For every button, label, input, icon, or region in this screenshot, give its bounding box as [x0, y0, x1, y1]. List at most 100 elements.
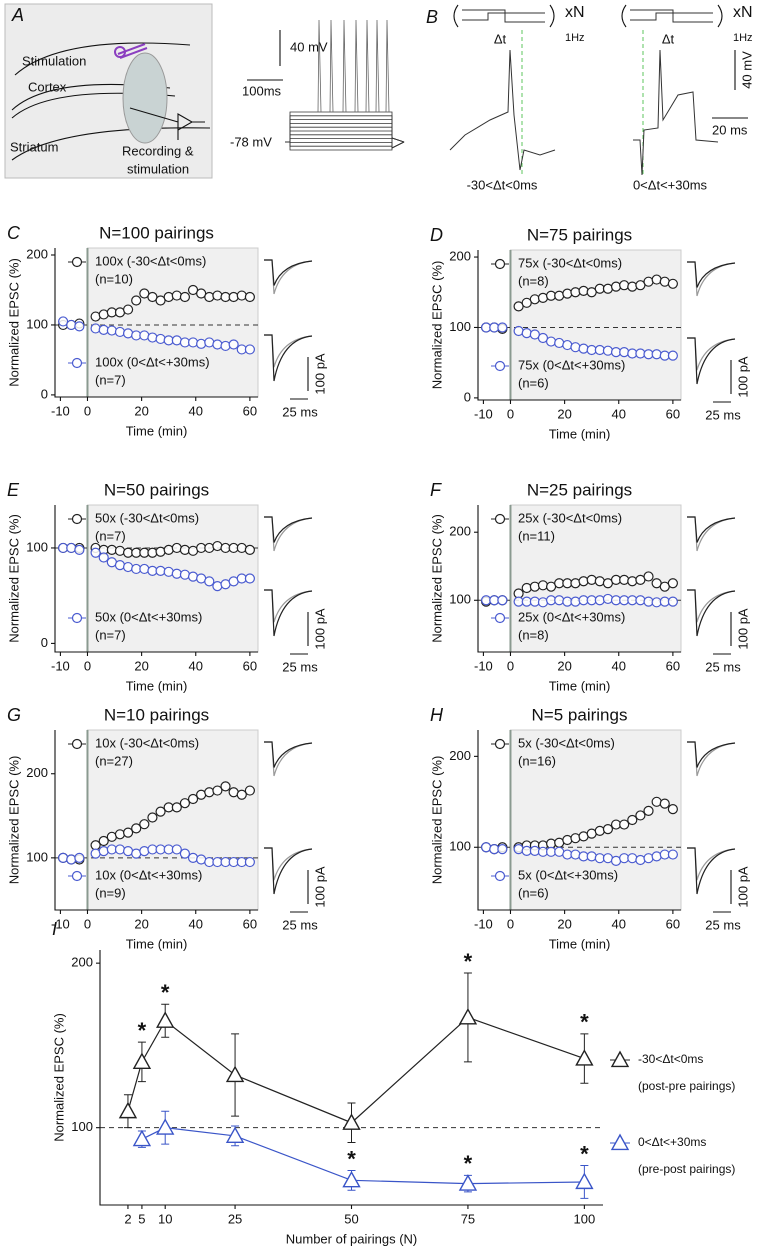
- x-tick-label: 40: [612, 658, 626, 673]
- data-point: [586, 851, 597, 862]
- protocols: xN 1Hz Δt -30<Δt<0ms xN 1Hz Δt 0<Δt<+30ms: [449, 4, 753, 192]
- inset-scale-label: 25 ms: [705, 407, 741, 422]
- data-point: [667, 278, 678, 289]
- spike: [375, 19, 380, 113]
- x-axis-label: Time (min): [126, 678, 188, 693]
- epsc-trace: [687, 516, 736, 543]
- protocol-step: [462, 9, 545, 23]
- data-point: [575, 1049, 594, 1066]
- data-point: [667, 350, 678, 361]
- legend-label: 25x (0<Δt<+30ms): [518, 609, 625, 624]
- x-tick-label: 0: [507, 916, 514, 931]
- data-point: [132, 1052, 152, 1069]
- data-point: [236, 789, 247, 800]
- x-tick-label: 75: [461, 1211, 475, 1226]
- significance-star: *: [580, 1141, 589, 1166]
- data-point: [521, 327, 532, 339]
- data-point: [228, 291, 239, 303]
- scale-bar: [247, 30, 283, 81]
- x-tick-label: 2: [124, 1211, 131, 1226]
- diagram-label: Striatum: [10, 139, 58, 154]
- epsc-trace: [687, 337, 736, 385]
- data-point: [139, 819, 150, 830]
- data-point: [204, 787, 215, 798]
- data-point: [643, 853, 654, 864]
- data-point: [578, 285, 589, 296]
- spike: [342, 19, 347, 113]
- x-tick-label: -10: [51, 403, 70, 418]
- data-point: [74, 544, 85, 555]
- data-point: [643, 805, 654, 817]
- legend-n: (n=27): [95, 753, 133, 768]
- series-line: [141, 1127, 585, 1185]
- legend-label: 50x (0<Δt<+30ms): [95, 609, 202, 624]
- x-axis-label: Time (min): [549, 936, 611, 951]
- data-point: [570, 342, 581, 353]
- y-axis-label: Normalized EPSC (%): [429, 514, 444, 643]
- panel-a-background: [4, 3, 213, 179]
- data-point: [139, 846, 150, 857]
- data-point: [602, 823, 614, 835]
- y-tick-label: 0: [41, 386, 48, 401]
- data-point: [171, 290, 182, 301]
- x-tick-label: 10: [158, 1211, 172, 1226]
- inset-scale-label: 25 ms: [282, 404, 318, 419]
- iv-trace: [285, 141, 405, 149]
- axes: [54, 730, 258, 911]
- inset-scale-label: 100 pA: [735, 608, 750, 650]
- scale-bar: [712, 50, 748, 119]
- data-point: [147, 332, 158, 343]
- y-tick-label: 0: [41, 635, 48, 650]
- legend-label: 75x (-30<Δt<0ms): [518, 255, 622, 270]
- data-point: [619, 819, 630, 830]
- legend-note: (post-pre pairings): [638, 1079, 735, 1093]
- spike-trace: [449, 49, 556, 171]
- panel-label: I: [52, 919, 57, 939]
- data-point: [667, 849, 678, 860]
- data-point: [458, 1008, 478, 1025]
- data-point: [481, 842, 492, 853]
- inset-scale-bar: [713, 870, 732, 913]
- diagram-label: Stimulation: [22, 53, 86, 68]
- legend-marker: [494, 258, 506, 270]
- electrode-tip: [114, 46, 126, 58]
- inset-scale-label: 25 ms: [705, 917, 741, 932]
- legend-label: 5x (-30<Δt<0ms): [518, 735, 615, 750]
- data-point: [90, 547, 101, 558]
- legend-marker: [71, 870, 83, 882]
- chart-title: N=50 pairings: [104, 480, 209, 499]
- data-point: [667, 596, 678, 607]
- data-point: [521, 582, 532, 594]
- scale-label: 40 mV: [290, 39, 328, 54]
- panel-label: H: [430, 705, 444, 725]
- protocol-step: [630, 9, 713, 23]
- axes: [477, 505, 681, 653]
- data-point: [635, 595, 646, 606]
- timing-window: -30<Δt<0ms: [467, 177, 538, 192]
- data-point: [187, 571, 199, 582]
- axes: [54, 248, 258, 398]
- x-tick-label: 60: [666, 658, 680, 673]
- data-point: [562, 834, 573, 846]
- x-tick-label: 20: [557, 916, 571, 931]
- y-tick-label: 100: [26, 316, 48, 331]
- data-point: [114, 326, 126, 338]
- x-axis-label: Time (min): [549, 426, 611, 441]
- panel-label: C: [7, 223, 21, 243]
- spike: [317, 19, 322, 113]
- data-point: [578, 576, 589, 587]
- y-tick-label: 100: [449, 319, 471, 334]
- y-tick-label: 100: [71, 1119, 93, 1134]
- data-point: [98, 552, 109, 563]
- x-tick-label: 60: [243, 916, 257, 931]
- epsc-trace: [264, 334, 313, 368]
- data-point: [570, 287, 581, 298]
- epsc-trace: [687, 741, 736, 768]
- stimulation-electrode: [117, 43, 148, 59]
- data-point: [513, 843, 524, 855]
- diagram-label: stimulation: [127, 161, 189, 176]
- data-point: [619, 280, 630, 291]
- y-tick-label: 100: [449, 839, 471, 854]
- y-tick-label: 200: [71, 955, 93, 970]
